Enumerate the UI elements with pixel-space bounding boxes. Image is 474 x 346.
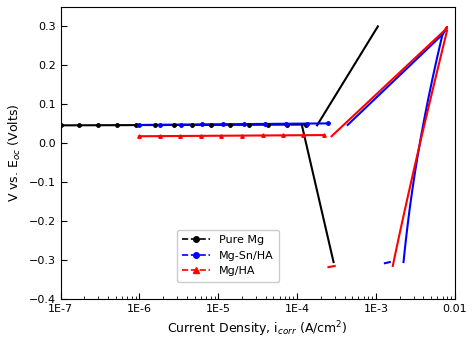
Legend: Pure Mg, Mg-Sn/HA, Mg/HA: Pure Mg, Mg-Sn/HA, Mg/HA	[176, 230, 279, 282]
Y-axis label: V vs. E$_{oc}$ (Volts): V vs. E$_{oc}$ (Volts)	[7, 104, 23, 202]
X-axis label: Current Density, i$_{corr}$ (A/cm$^2$): Current Density, i$_{corr}$ (A/cm$^2$)	[167, 319, 348, 339]
